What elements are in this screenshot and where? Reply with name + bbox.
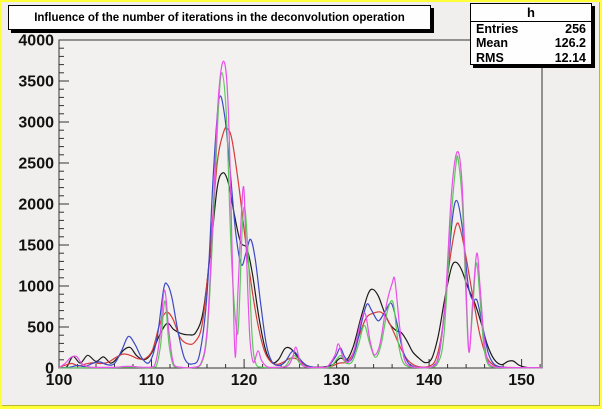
stats-box[interactable]: h Entries 256 Mean 126.2 RMS 12.14 [470, 3, 592, 65]
svg-text:4000: 4000 [18, 33, 54, 50]
stats-box-title: h [471, 4, 591, 22]
curve-magenta [58, 60, 543, 369]
stats-label: Entries [476, 22, 519, 36]
svg-text:120: 120 [231, 372, 258, 389]
svg-text:0: 0 [45, 361, 54, 378]
svg-text:1500: 1500 [18, 238, 54, 255]
stats-label: RMS [476, 50, 504, 65]
stats-value: 256 [565, 22, 586, 36]
plot-frame [58, 39, 543, 369]
svg-text:130: 130 [323, 372, 350, 389]
svg-text:140: 140 [416, 372, 443, 389]
curve-blue [58, 95, 543, 369]
svg-text:100: 100 [46, 372, 73, 389]
svg-text:110: 110 [139, 372, 165, 389]
stats-label: Mean [476, 36, 508, 51]
chart-title-box[interactable]: Influence of the number of iterations in… [8, 5, 431, 30]
svg-text:500: 500 [27, 320, 54, 337]
chart-title: Influence of the number of iterations in… [34, 11, 405, 24]
svg-text:150: 150 [508, 372, 535, 389]
svg-text:2500: 2500 [18, 156, 54, 173]
stats-value: 126.2 [554, 36, 586, 51]
curves [58, 60, 543, 369]
svg-text:1000: 1000 [18, 279, 54, 296]
y-axis: 0 500 1000 1500 2000 2500 3000 3500 4000 [18, 33, 69, 378]
svg-text:3000: 3000 [18, 115, 54, 132]
x-axis: 100 110 120 130 140 150 [46, 359, 541, 389]
stats-row-mean: Mean 126.2 [471, 36, 591, 50]
svg-text:2000: 2000 [18, 197, 54, 214]
svg-text:3500: 3500 [18, 74, 54, 91]
stats-value: 12.14 [554, 50, 586, 65]
stats-row-rms: RMS 12.14 [471, 51, 591, 65]
stats-row-entries: Entries 256 [471, 22, 591, 36]
